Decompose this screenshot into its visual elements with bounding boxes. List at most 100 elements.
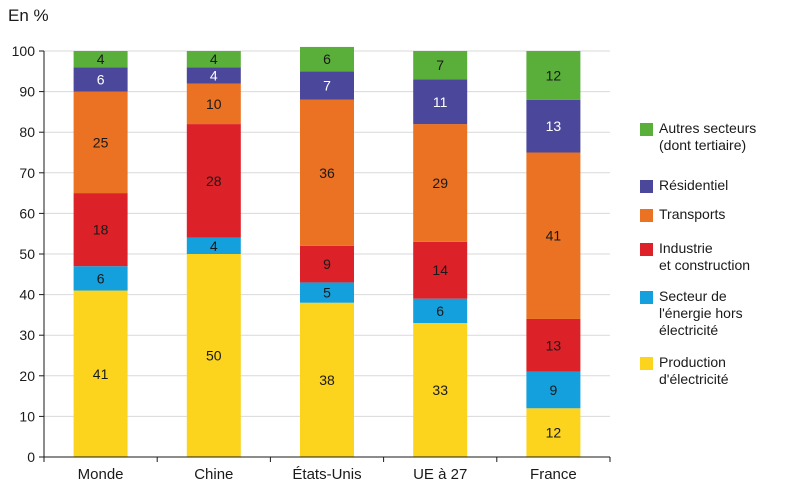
legend-label-line: Secteur de [659,288,727,304]
bar-segment [413,298,468,324]
legend-label-line: l'énergie hors [659,305,743,321]
data-label: 6 [97,71,105,87]
bar-segment [300,245,354,283]
legend-label: Production d'électricité [659,354,729,388]
data-label: 25 [93,134,109,150]
bar-stack: 41 6 18 25 6 4 [73,51,128,457]
unit-label: En % [8,6,49,25]
legend-label: Transports [659,206,725,223]
data-label: 9 [550,382,558,398]
bar-segment [526,371,581,409]
bar-segment [413,79,468,125]
bars: 4161825645042810443859367633614291171291… [73,46,581,457]
y-tick-label: 10 [19,408,35,424]
data-label: 33 [432,382,448,398]
bar-segment [300,302,354,457]
data-label: 18 [93,222,109,238]
bar-segment [73,67,128,92]
bar-segment [73,266,128,291]
y-tick-label: 60 [19,205,35,221]
bar-segment [73,290,128,457]
data-label: 12 [546,425,562,441]
y-tick-label: 30 [19,327,35,343]
y-tick-label: 0 [27,449,35,465]
data-label: 4 [97,51,105,67]
bar-segment [73,51,128,68]
data-label: 6 [323,51,331,67]
bar-stack: 33 6 14 29 11 7 [413,51,468,457]
data-label: 28 [206,173,222,189]
data-label: 29 [432,175,448,191]
bar-segment [186,83,241,125]
legend-label-line: Autres secteurs [659,120,757,136]
legend-label: Industrie et construction [659,240,750,274]
data-label: 7 [436,57,444,73]
legend-label-line: et construction [659,257,751,273]
legend-label-line: Résidentiel [659,177,729,193]
legend-swatch [640,123,653,136]
data-label: 13 [546,337,562,353]
bar-segment [413,323,468,457]
legend-label-line: Production [659,354,726,370]
data-label: 13 [546,118,562,134]
data-label: 50 [206,348,222,364]
data-label: 14 [432,262,448,278]
legend-label: Résidentiel [659,177,728,194]
bar-segment [186,51,241,68]
data-label: 4 [210,51,218,67]
data-label: 41 [546,228,562,244]
bar-segment [526,318,581,372]
bar-segment [526,408,581,457]
bar-segment [186,67,241,84]
legend-item: Transports [640,206,725,223]
data-label: 4 [210,67,218,83]
bar-stack: 38 5 9 36 7 6 [300,46,354,457]
legend-item: Résidentiel [640,177,728,194]
y-tick-label: 90 [19,84,35,100]
bar-segment [73,91,128,194]
y-tick-label: 80 [19,124,35,140]
bar-segment [186,124,241,238]
data-label: 9 [323,256,331,272]
data-label: 7 [323,78,331,94]
y-tick-label: 40 [19,287,35,303]
data-label: 12 [546,67,562,83]
x-tick-label: UE à 27 [413,466,467,483]
bar-segment [526,51,581,100]
data-label: 41 [93,366,109,382]
legend-swatch [640,209,653,222]
data-label: 10 [206,96,222,112]
x-tick-label: Monde [78,466,124,483]
legend-item: Autres secteurs (dont tertiaire) [640,120,756,154]
data-label: 36 [319,165,335,181]
legend-label-line: d'électricité [659,371,729,387]
data-label: 6 [436,303,444,319]
bar-segment [413,51,468,80]
y-tick-label: 20 [19,368,35,384]
legend-item: Secteur de l'énergie hors électricité [640,288,743,339]
legend-label: Secteur de l'énergie hors électricité [659,288,743,339]
legend-label-line: Industrie [659,240,713,256]
bar-segment [300,46,354,72]
data-label: 5 [323,285,331,301]
y-tick-label: 50 [19,246,35,262]
bar-stack: 12 9 13 41 13 12 [526,51,581,457]
legend-item: Production d'électricité [640,354,729,388]
bar-segment [413,124,468,242]
data-label: 11 [433,94,448,110]
data-label: 6 [97,270,105,286]
x-tick-label: France [530,466,577,483]
legend-label-line: électricité [659,322,719,338]
bar-segment [526,152,581,319]
legend-label-line: Transports [659,206,726,222]
bar-segment [300,282,354,303]
data-label: 4 [210,238,218,254]
legend-item: Industrie et construction [640,240,750,274]
legend-swatch [640,291,653,304]
bar-segment [73,193,128,267]
legend-swatch [640,180,653,193]
legend-label-line: (dont tertiaire) [659,137,747,153]
x-tick-label: États-Unis [292,466,361,483]
